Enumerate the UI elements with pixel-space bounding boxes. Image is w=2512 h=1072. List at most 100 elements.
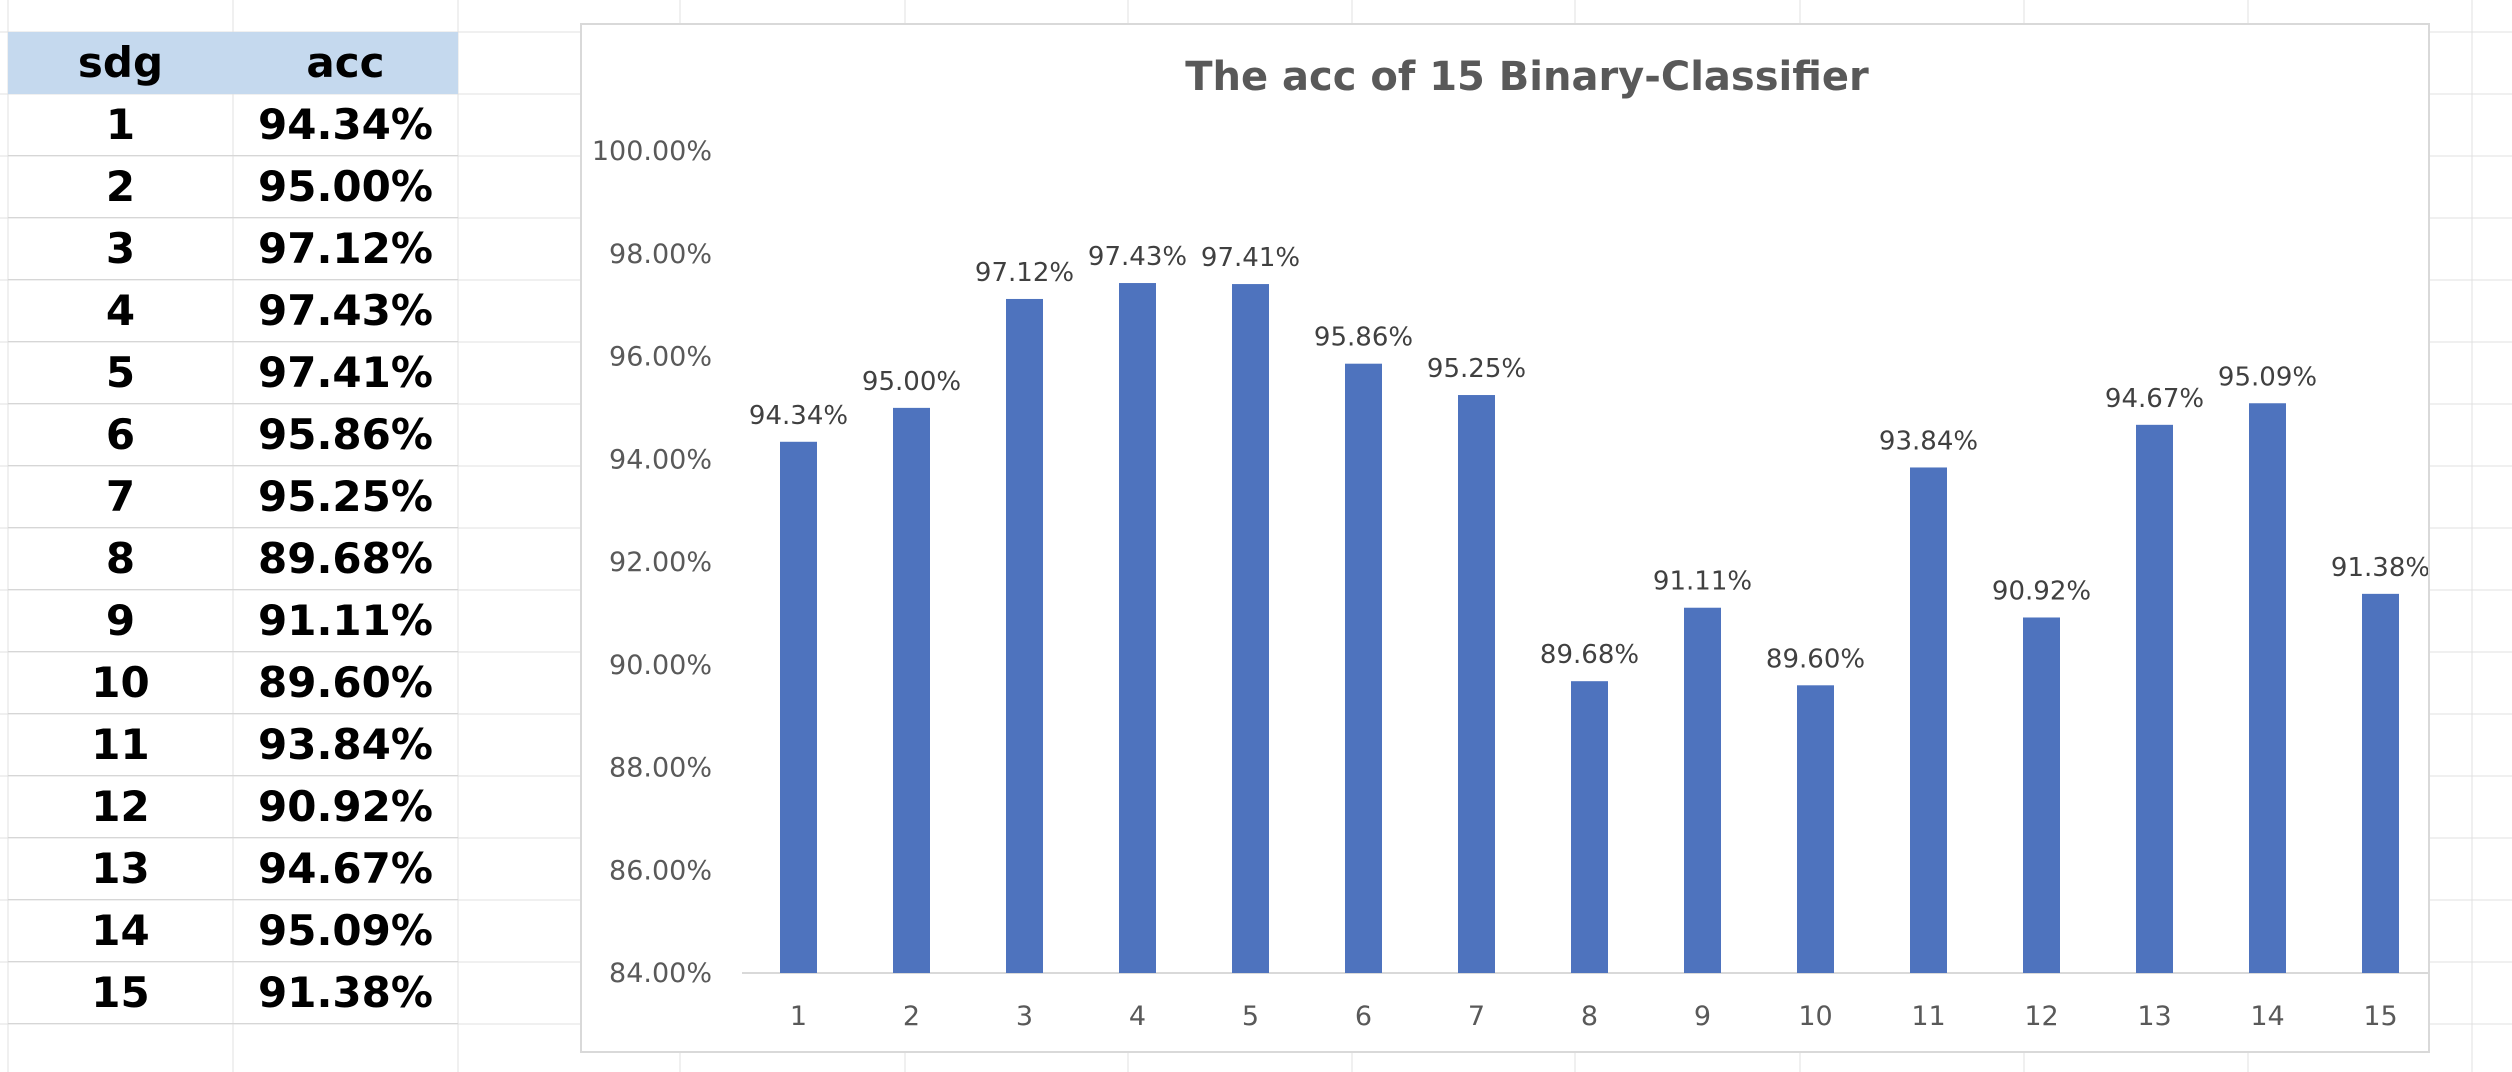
data-label: 93.84% [1879,426,1978,456]
cell-acc[interactable]: 97.41% [233,342,458,404]
cell-acc[interactable]: 95.25% [233,466,458,528]
x-tick-label: 3 [1016,1001,1033,1032]
table-row: 11 93.84% [8,714,458,776]
header-acc[interactable]: acc [306,38,385,87]
y-tick-label: 96.00% [609,342,712,373]
cell-sdg[interactable]: 2 [8,156,233,218]
chart-area[interactable]: The acc of 15 Binary-Classifier 84.00% 86… [580,23,2430,1053]
cell-acc[interactable]: 94.67% [233,838,458,900]
chart-title: The acc of 15 Binary-Classifier [1185,54,1869,100]
cell-sdg[interactable]: 15 [8,962,233,1024]
bar[interactable] [1232,284,1269,973]
x-tick-label: 2 [903,1001,920,1032]
data-label: 97.43% [1088,242,1187,272]
x-tick-label: 4 [1129,1001,1146,1032]
cell-sdg[interactable]: 8 [8,528,233,590]
cell-sdg[interactable]: 14 [8,900,233,962]
cell-acc[interactable]: 91.11% [233,590,458,652]
cell-acc[interactable]: 89.60% [233,652,458,714]
cell-acc[interactable]: 90.92% [233,776,458,838]
cell-sdg[interactable]: 5 [8,342,233,404]
data-label: 91.11% [1653,567,1752,597]
table-row: 14 95.09% [8,900,458,962]
table-row: 9 91.11% [8,590,458,652]
y-tick-label: 92.00% [609,547,712,578]
bar[interactable] [2136,424,2173,973]
bar[interactable] [1119,283,1156,973]
data-label: 95.09% [2218,362,2317,392]
bar[interactable] [2023,617,2060,973]
table-row: 2 95.00% [8,156,458,218]
data-label: 95.25% [1427,354,1526,384]
table-row: 12 90.92% [8,776,458,838]
cell-acc[interactable]: 91.38% [233,962,458,1024]
x-tick-label: 9 [1694,1001,1711,1032]
y-tick-label: 90.00% [609,650,712,681]
cell-sdg[interactable]: 1 [8,94,233,156]
bar[interactable] [1684,607,1721,973]
x-tick-label: 12 [2024,1001,2058,1032]
table-row: 10 89.60% [8,652,458,714]
x-tick-label: 8 [1581,1001,1598,1032]
cell-acc[interactable]: 97.12% [233,218,458,280]
table-row: 15 91.38% [8,962,458,1024]
header-sdg[interactable]: sdg [77,38,164,87]
y-tick-label: 94.00% [609,444,712,475]
cell-acc[interactable]: 94.34% [233,94,458,156]
bar[interactable] [1006,298,1043,974]
bar[interactable] [1458,395,1495,973]
x-tick-label: 14 [2250,1001,2284,1032]
data-label: 94.67% [2105,384,2204,414]
bar[interactable] [2362,593,2399,973]
cell-sdg[interactable]: 13 [8,838,233,900]
y-tick-label: 86.00% [609,855,712,886]
y-tick-label: 98.00% [609,239,712,270]
cell-sdg[interactable]: 11 [8,714,233,776]
y-tick-label: 84.00% [609,958,712,989]
y-tick-label: 88.00% [609,753,712,784]
table-row: 7 95.25% [8,466,458,528]
data-label: 95.00% [862,367,961,397]
x-tick-label: 5 [1242,1001,1259,1032]
data-label: 97.41% [1201,243,1300,273]
table-row: 5 97.41% [8,342,458,404]
bar[interactable] [1345,363,1382,973]
bar[interactable] [780,441,817,974]
bar[interactable] [1910,467,1947,973]
table-header-row: sdg acc [8,32,458,94]
x-tick-label: 6 [1355,1001,1372,1032]
x-tick-label: 10 [1798,1001,1832,1032]
cell-acc[interactable]: 93.84% [233,714,458,776]
cell-sdg[interactable]: 3 [8,218,233,280]
table-row: 4 97.43% [8,280,458,342]
data-label: 89.68% [1540,640,1639,670]
cell-sdg[interactable]: 7 [8,466,233,528]
bar[interactable] [2249,403,2286,974]
table-row: 8 89.68% [8,528,458,590]
table-row: 13 94.67% [8,838,458,900]
cell-sdg[interactable]: 9 [8,590,233,652]
cell-acc[interactable]: 95.86% [233,404,458,466]
bar[interactable] [1571,681,1608,973]
data-label: 94.34% [749,401,848,431]
cell-acc[interactable]: 97.43% [233,280,458,342]
table-row: 6 95.86% [8,404,458,466]
cell-sdg[interactable]: 10 [8,652,233,714]
table-row: 1 94.34% [8,94,458,156]
data-label: 89.60% [1766,644,1865,674]
data-label: 91.38% [2331,553,2428,583]
x-tick-label: 11 [1911,1001,1945,1032]
x-tick-label: 7 [1468,1001,1485,1032]
bar[interactable] [893,407,930,973]
cell-acc[interactable]: 95.00% [233,156,458,218]
x-tick-label: 15 [2363,1001,2397,1032]
bar[interactable] [1797,685,1834,973]
cell-acc[interactable]: 95.09% [233,900,458,962]
cell-sdg[interactable]: 6 [8,404,233,466]
cell-acc[interactable]: 89.68% [233,528,458,590]
x-tick-label: 13 [2137,1001,2171,1032]
cell-sdg[interactable]: 12 [8,776,233,838]
cell-sdg[interactable]: 4 [8,280,233,342]
table-row: 3 97.12% [8,218,458,280]
bar-chart: The acc of 15 Binary-Classifier 84.00%86… [592,54,2428,1032]
